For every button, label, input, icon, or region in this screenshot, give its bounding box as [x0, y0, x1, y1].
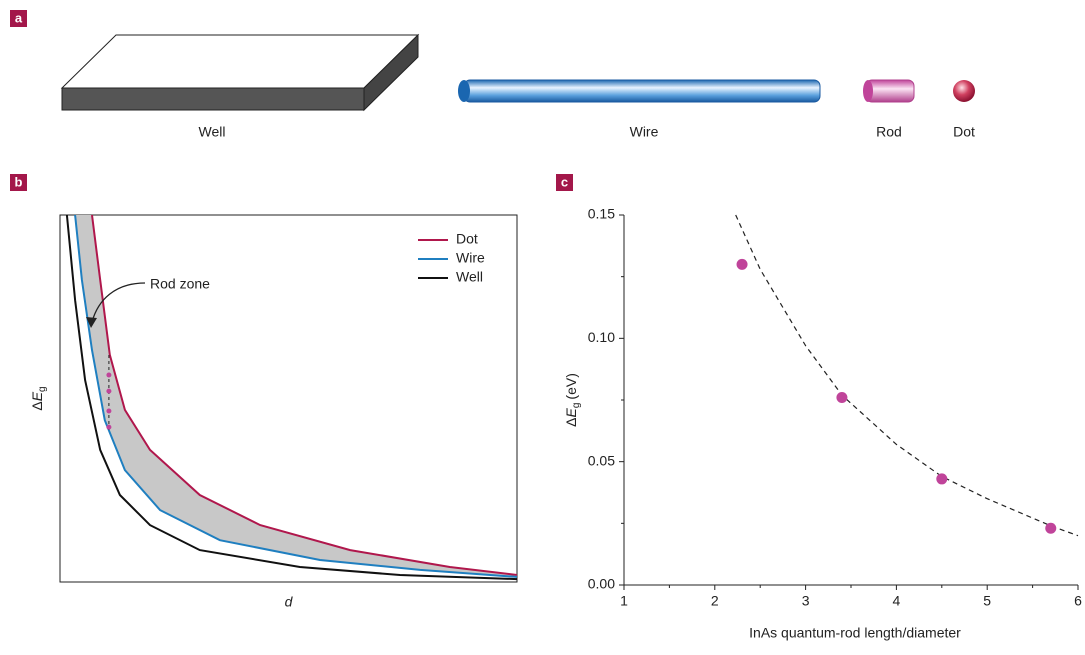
figure: a b c Well Wire Rod Dot Dot Wire Well Rod z…: [0, 0, 1085, 655]
wire-shape: [458, 80, 820, 102]
legend-label: Dot: [456, 231, 478, 247]
point: [106, 408, 111, 413]
y-axis-label: ΔEg(eV): [563, 373, 582, 427]
shape-label: Rod: [876, 124, 902, 140]
x-tick-label: 4: [893, 593, 901, 609]
well-shape: [62, 35, 418, 110]
rod-shape: [863, 80, 914, 102]
y-tick-label: 0.15: [588, 206, 615, 222]
x-axis-label: d: [285, 594, 294, 610]
label-prefix: Δ: [563, 418, 579, 427]
shape-label: Well: [199, 124, 226, 140]
shape-label: Dot: [953, 124, 975, 140]
dot-shape: [953, 80, 975, 102]
panel-label: c: [556, 174, 573, 191]
point: [106, 425, 111, 430]
legend-label: Wire: [456, 250, 485, 266]
point: [106, 389, 111, 394]
y-tick-label: 0.05: [588, 452, 615, 468]
curve: [75, 215, 517, 577]
legend-label: Well: [456, 269, 483, 285]
x-tick-label: 6: [1074, 593, 1082, 609]
fit-curve: [736, 215, 1078, 536]
panel-letter: c: [561, 174, 568, 189]
rod-zone-fill: [75, 215, 517, 577]
point: [1045, 523, 1056, 534]
y-axis-label: ΔEg: [29, 386, 48, 410]
x-tick-label: 2: [711, 593, 719, 609]
page: a b c Well Wire Rod Dot Dot Wire Well Rod z…: [0, 0, 1085, 655]
label-prefix: Δ: [29, 401, 45, 410]
panel-label: a: [10, 10, 27, 27]
label-subscript: g: [571, 403, 582, 409]
plot-frame: [60, 215, 517, 582]
point: [936, 473, 947, 484]
x-tick-label: 3: [802, 593, 810, 609]
point: [106, 373, 111, 378]
annotation: Rod zone: [150, 276, 210, 292]
point: [836, 392, 847, 403]
label-subscript: g: [37, 386, 48, 392]
x-tick-label: 5: [983, 593, 991, 609]
x-tick-label: 1: [620, 593, 628, 609]
shape-label: Wire: [630, 124, 659, 140]
panel-label: b: [10, 174, 27, 191]
x-axis-label: InAs quantum-rod length/diameter: [749, 625, 961, 641]
point: [737, 259, 748, 270]
label-unit: (eV): [563, 373, 579, 399]
panel-letter: a: [15, 10, 23, 25]
y-tick-label: 0.10: [588, 329, 615, 345]
y-tick-label: 0.00: [588, 576, 615, 592]
curve: [92, 215, 517, 575]
panel-letter: b: [15, 174, 23, 189]
curve: [67, 215, 517, 579]
